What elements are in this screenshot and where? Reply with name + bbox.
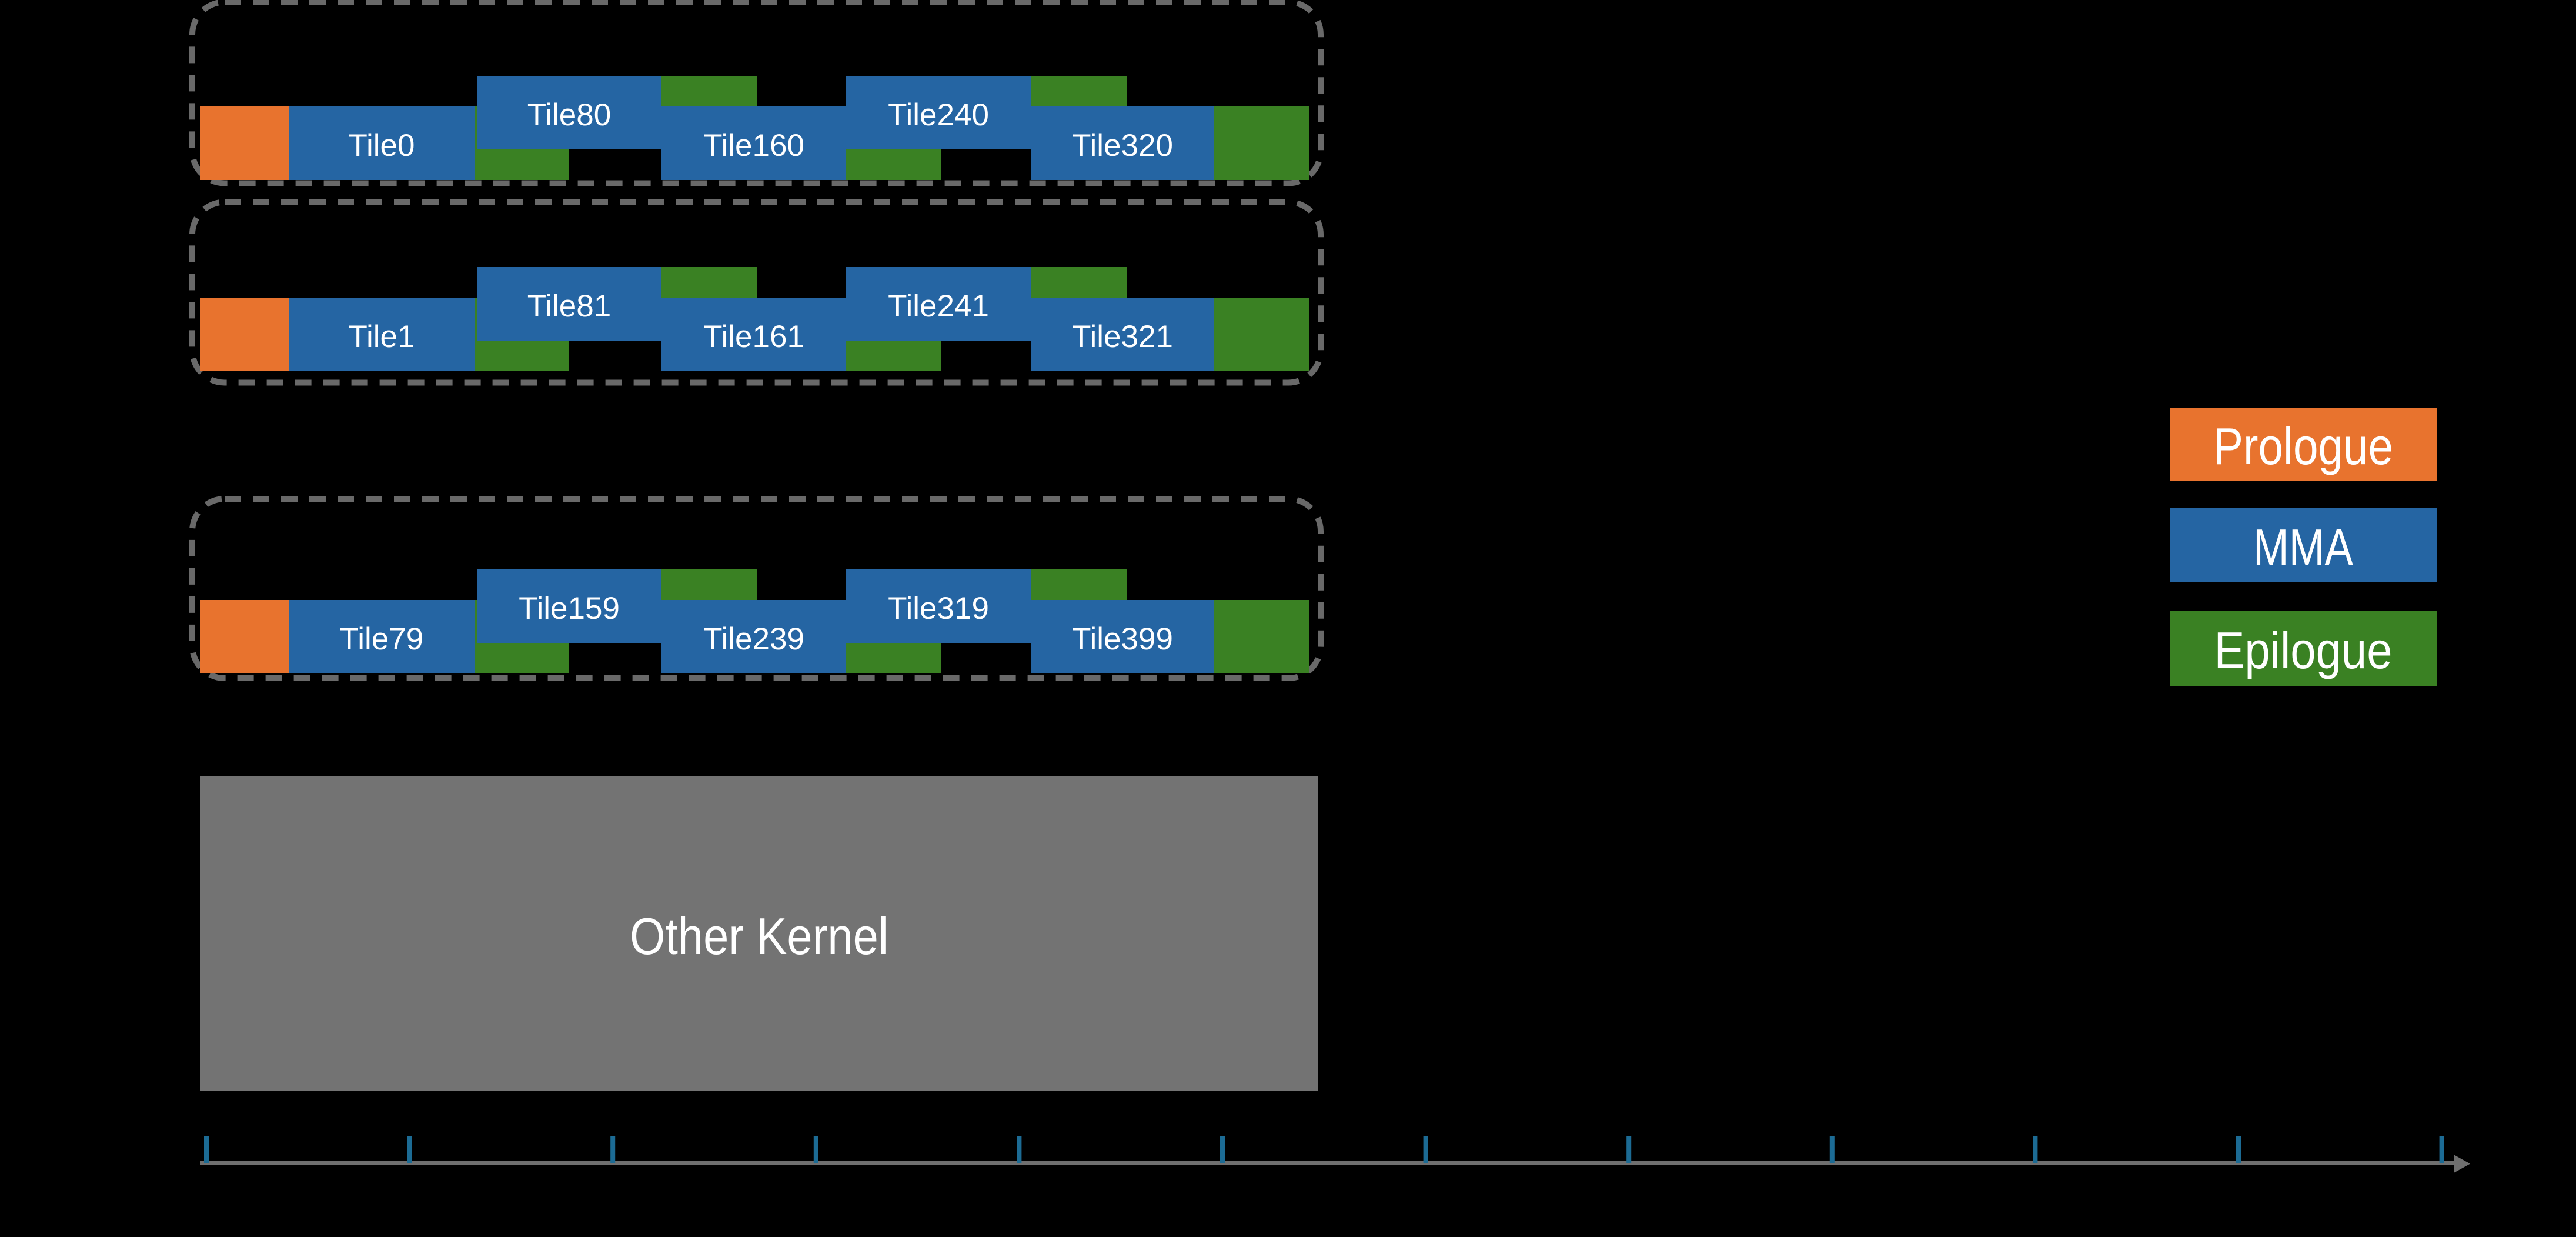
svg-text:Tile320: Tile320 — [1072, 128, 1173, 163]
svg-text:Tile399: Tile399 — [1072, 622, 1173, 656]
svg-text:Tile240: Tile240 — [888, 98, 989, 132]
svg-text:Tile160: Tile160 — [703, 128, 804, 163]
svg-text:Tile241: Tile241 — [888, 289, 989, 324]
svg-text:Epilogue: Epilogue — [2214, 621, 2393, 679]
svg-text:Tile321: Tile321 — [1072, 319, 1173, 354]
svg-text:Tile80: Tile80 — [527, 98, 611, 132]
svg-text:Tile0: Tile0 — [349, 128, 415, 163]
svg-text:Tile159: Tile159 — [519, 591, 620, 626]
svg-text:Tile319: Tile319 — [888, 591, 989, 626]
svg-text:Prologue: Prologue — [2213, 417, 2393, 475]
svg-text:Other Kernel: Other Kernel — [630, 907, 888, 965]
svg-text:MMA: MMA — [2253, 518, 2353, 576]
svg-text:Tile79: Tile79 — [340, 622, 423, 656]
svg-text:Tile239: Tile239 — [703, 622, 804, 656]
svg-text:Tile1: Tile1 — [349, 319, 415, 354]
svg-text:Tile81: Tile81 — [527, 289, 611, 324]
svg-text:Tile161: Tile161 — [703, 319, 804, 354]
